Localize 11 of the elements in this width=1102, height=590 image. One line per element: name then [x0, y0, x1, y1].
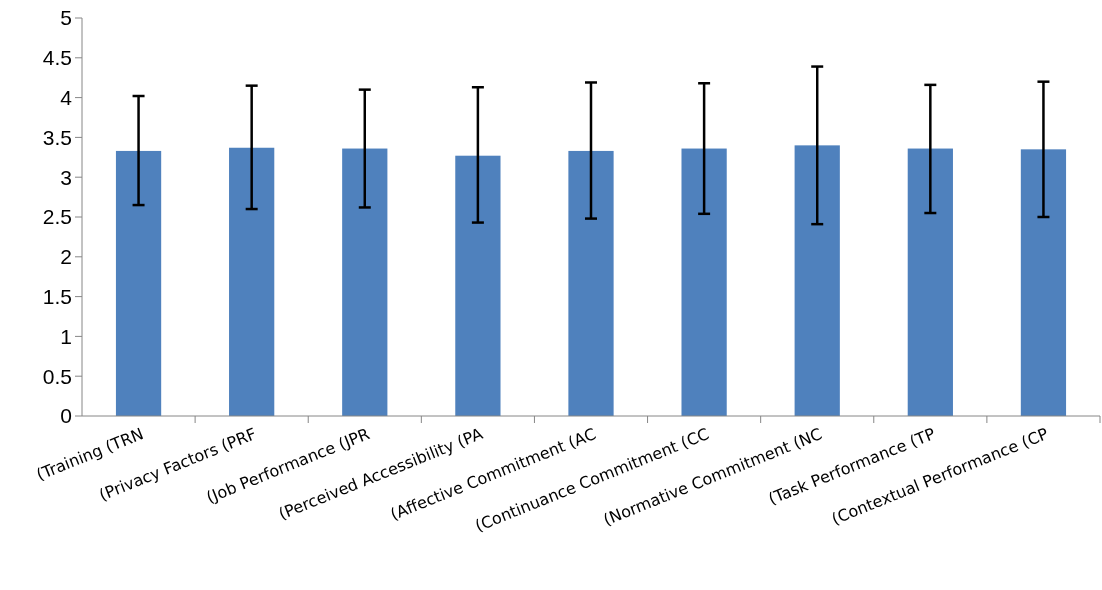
- y-tick-label: 5: [60, 6, 72, 30]
- y-tick-label: 2: [60, 245, 72, 269]
- y-tick-label: 0: [60, 404, 72, 428]
- y-tick-label: 0.5: [42, 364, 72, 388]
- y-tick-label: 4: [60, 85, 73, 109]
- y-tick-label: 2.5: [42, 205, 72, 229]
- y-tick-label: 3: [60, 165, 72, 189]
- y-tick-label: 1: [60, 324, 72, 348]
- y-tick-label: 4.5: [42, 46, 72, 70]
- y-tick-label: 1.5: [42, 284, 72, 308]
- y-tick-label: 3.5: [42, 125, 72, 149]
